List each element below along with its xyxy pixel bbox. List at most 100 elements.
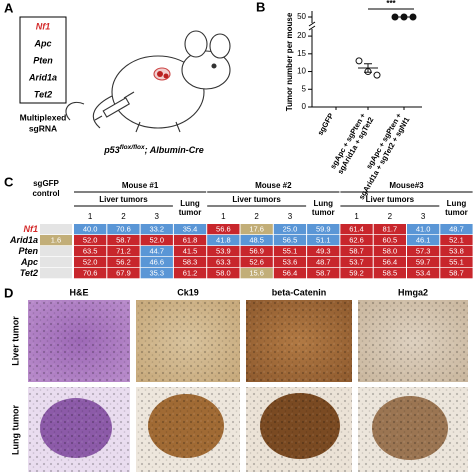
table-cell [373,246,406,257]
table-cell [373,268,406,279]
cell-value: 58.7 [349,246,364,255]
table-cell [173,224,207,235]
table-cell [273,257,307,268]
table-cell [240,257,273,268]
table-cell [207,268,240,279]
row-title: Lung tumor [10,405,20,455]
x-tick-label: sgGFP [316,111,336,136]
column-title: beta-Catenin [272,287,327,297]
table-cell [440,235,473,246]
cell-value: 53.7 [349,257,364,266]
gene-name: Tet2 [34,89,52,99]
panel-label: C [4,174,14,189]
lung-header: tumor [179,208,202,217]
cell-value: 61.2 [183,268,198,277]
cell-value: 59.2 [349,268,364,277]
cell-value: 56.4 [383,257,398,266]
micrograph-texture [28,387,130,472]
data-point [373,71,381,79]
table-cell [240,235,273,246]
table-cell [140,235,173,246]
cell-value: 53.6 [283,257,298,266]
cell-value: 52.6 [249,257,264,266]
cell-value: 81.7 [383,224,398,233]
micrographs [28,300,468,472]
tumor-number: 3 [288,212,293,221]
cell-value: 41.0 [416,224,431,233]
significance: *** [386,0,396,8]
cell-value: 46.1 [416,235,431,244]
cell-value: 60.5 [383,235,398,244]
cell-value: 35.3 [149,268,164,277]
cell-value: 40.0 [83,224,98,233]
table-cell [107,268,140,279]
cell-value: 56.4 [283,268,298,277]
cell-value: 44.7 [149,246,164,255]
panel-label: B [256,0,265,14]
cell-value: 58.7 [316,268,331,277]
cell-value: 41.8 [216,235,231,244]
cell-value: 53.9 [216,246,231,255]
table-cell [173,246,207,257]
genotype-base: p53 [103,145,120,155]
mouse-header: Mouse#3 [389,181,424,190]
micrograph-texture [246,387,352,472]
table-cell [173,235,207,246]
panel-label: D [4,285,13,300]
column-title: H&E [69,287,88,297]
cell-value: 63.5 [83,246,98,255]
gene-name: Pten [18,246,38,256]
table-cell [40,246,72,257]
table-cell [173,268,207,279]
table-cell [407,224,440,235]
y-tick-label: 10 [297,67,306,76]
mouse-genotype: p53flox/flox; Albumin-Cre [103,144,204,156]
table-cell [440,268,473,279]
y-tick-label: 50 [297,12,306,21]
tumor-number: 1 [221,212,226,221]
gene-name: Nf1 [23,224,38,234]
table-cell [40,268,72,279]
y-axis-label: Tumor number per mouse [285,12,294,111]
cell-value: 70.6 [116,224,131,233]
lung-header: Lung [447,199,467,208]
axis-break [308,21,316,27]
cell-value: 53.8 [449,246,464,255]
cell-value: 59.9 [316,224,331,233]
axis-break [308,25,316,31]
tumor-number: 3 [155,212,160,221]
lung-header: Lung [180,199,200,208]
y-tick-label: 20 [297,31,306,40]
cell-value: 46.6 [149,257,164,266]
cell-value: 52.0 [83,235,98,244]
cell-value: 48.5 [249,235,264,244]
micrograph-texture [28,300,130,382]
gene-name: Nf1 [36,21,51,31]
cell-value: 17.6 [249,224,264,233]
table-cell [74,224,107,235]
gene-name: Tet2 [20,268,38,278]
cell-value: 15.6 [249,268,264,277]
cell-value: 48.7 [316,257,331,266]
table-cell [340,246,373,257]
gene-name: Arid1a [9,235,38,245]
cell-value: 56.9 [249,246,264,255]
cell-value: 63.3 [216,257,231,266]
table-cell [440,224,473,235]
cell-value: 58.7 [449,268,464,277]
table-cell [407,268,440,279]
tumor-number: 1 [88,212,93,221]
mouse-header: Mouse #2 [255,181,292,190]
table-cell [74,246,107,257]
cell-value: 1.6 [51,235,61,244]
y-tick-label: 5 [302,84,307,93]
cell-value: 53.4 [416,268,431,277]
table-cell [340,257,373,268]
cell-value: 58.0 [383,246,398,255]
gene-name: Pten [33,55,53,65]
tumor-number: 1 [354,212,359,221]
library-label: sgRNA [29,123,57,133]
table-cell [40,257,72,268]
y-tick-label: 15 [297,49,306,58]
